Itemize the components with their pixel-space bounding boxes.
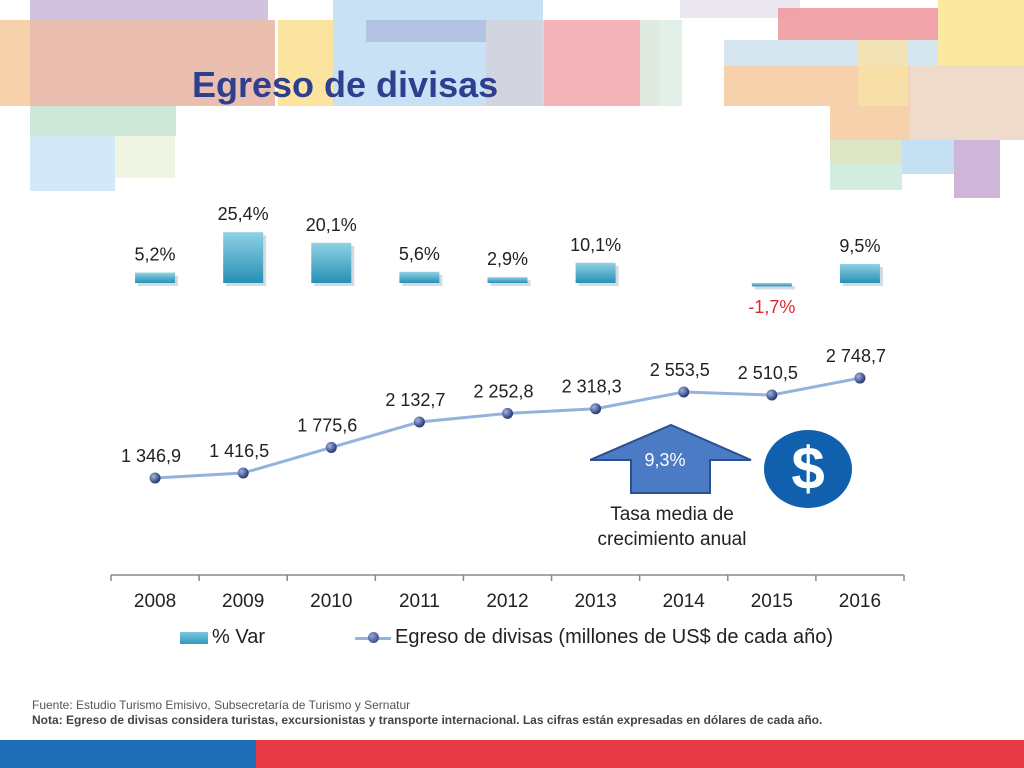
line-point xyxy=(854,372,866,384)
legend-label-egreso: Egreso de divisas (millones de US$ de ca… xyxy=(394,626,834,648)
line-point xyxy=(149,472,161,484)
bar xyxy=(839,264,880,283)
x-tick-label: 2008 xyxy=(134,591,176,612)
chart-legend: % Var Egreso de divisas (millones de US$… xyxy=(180,626,923,649)
bar xyxy=(575,262,616,283)
dollar-icon: $ xyxy=(764,430,852,508)
line-point xyxy=(325,441,337,453)
line-data-label: 2 553,5 xyxy=(650,360,710,380)
bar-shadow xyxy=(490,280,531,286)
footer: Fuente: Estudio Turismo Emisivo, Subsecr… xyxy=(32,698,822,728)
bar xyxy=(487,277,528,283)
line-point xyxy=(502,407,513,419)
bar xyxy=(223,232,264,283)
line-point xyxy=(237,467,249,479)
x-tick-label: 2011 xyxy=(399,591,440,612)
line-point xyxy=(413,416,425,428)
line-point xyxy=(678,386,690,398)
line-labels: 1 346,9 1 416,5 1 775,6 2 132,7 2 252,8 2 318… xyxy=(121,346,886,466)
bar-data-label: 5,2% xyxy=(135,245,176,265)
caption-line-1: Tasa media de xyxy=(610,504,734,525)
bar-data-label: 9,5% xyxy=(839,236,880,256)
bar xyxy=(751,283,792,287)
x-axis: 2008 2009 2010 2011 2012 2013 2014 2015 2016 xyxy=(110,574,905,612)
legend-item-var: % Var xyxy=(180,626,265,649)
line-point xyxy=(766,389,778,401)
x-tick-label: 2012 xyxy=(486,591,528,612)
bar-labels: 5,2% 25,4% 20,1% 5,6% 2,9% 10,1% -1,7% 9,5% xyxy=(135,204,881,317)
line-data-label: 1 346,9 xyxy=(121,446,181,466)
line-data-label: 2 252,8 xyxy=(473,381,533,401)
line-point xyxy=(590,403,602,415)
bottom-band-red xyxy=(256,740,1024,768)
bar xyxy=(135,272,176,283)
x-tick-label: 2014 xyxy=(663,591,706,612)
growth-arrow-icon xyxy=(589,423,752,494)
bottom-band-blue xyxy=(0,740,256,768)
line-series xyxy=(149,372,866,484)
line-data-label: 2 318,3 xyxy=(562,377,622,397)
note-text: Nota: Egreso de divisas considera turist… xyxy=(32,713,823,727)
bar-data-label: 25,4% xyxy=(218,204,269,224)
growth-caption: Tasa media de crecimiento anual xyxy=(580,502,764,552)
bar xyxy=(311,242,352,283)
x-tick-label: 2009 xyxy=(222,591,264,612)
page-title: Egreso de divisas xyxy=(192,64,499,105)
legend-item-egreso: Egreso de divisas (millones de US$ de ca… xyxy=(354,626,834,649)
caption-line-2: crecimiento anual xyxy=(597,529,747,550)
line-data-label: 1 775,6 xyxy=(297,415,357,435)
bar-series xyxy=(135,232,883,290)
growth-rate-value: 9,3% xyxy=(644,450,686,470)
bar-shadow xyxy=(754,286,795,290)
legend-label-var: % Var xyxy=(212,626,265,648)
bar-data-label: 20,1% xyxy=(306,215,357,235)
x-tick-label: 2013 xyxy=(574,591,616,612)
bar xyxy=(399,271,440,283)
line-data-label: 2 132,7 xyxy=(385,390,445,410)
line-data-label: 1 416,5 xyxy=(209,441,269,461)
bar-data-label: 10,1% xyxy=(570,235,621,255)
legend-bar-swatch xyxy=(180,631,208,644)
bar-data-label: -1,7% xyxy=(748,297,795,317)
x-tick-label: 2016 xyxy=(839,591,881,612)
source-text: Fuente: Estudio Turismo Emisivo, Subsecr… xyxy=(32,698,411,712)
line-data-label: 2 510,5 xyxy=(738,363,798,383)
line-data-label: 2 748,7 xyxy=(826,346,886,366)
bar-data-label: 2,9% xyxy=(487,249,528,269)
x-tick-label: 2010 xyxy=(310,591,352,612)
legend-line-swatch xyxy=(354,631,391,645)
bar-data-label: 5,6% xyxy=(399,244,440,264)
x-tick-label: 2015 xyxy=(751,591,793,612)
